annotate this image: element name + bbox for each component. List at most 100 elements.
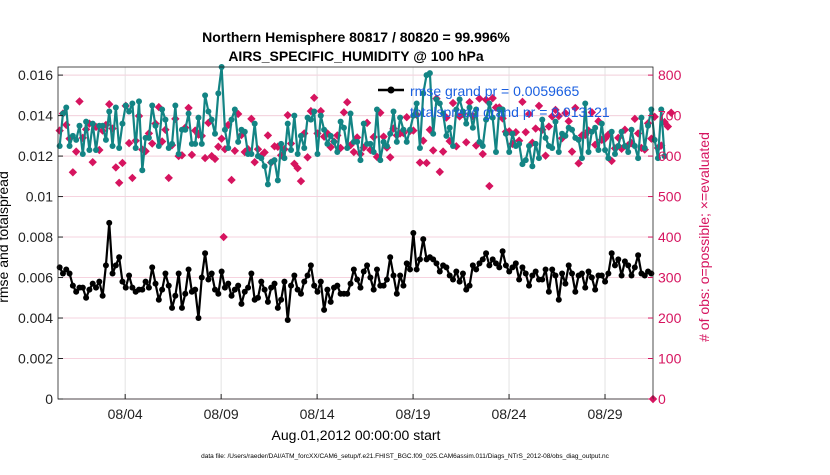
- rmse-point: [264, 298, 271, 305]
- totalspread-point: [615, 142, 622, 149]
- totalspread-point: [555, 149, 562, 156]
- y-right-tick-label: 100: [658, 351, 682, 367]
- obs-count-point: [587, 108, 597, 117]
- rmse-point: [344, 290, 351, 297]
- totalspread-point: [542, 134, 549, 141]
- totalspread-point: [403, 138, 410, 145]
- obs-count-point: [71, 147, 81, 156]
- totalspread-point: [205, 108, 212, 115]
- rmse-point: [327, 298, 334, 305]
- rmse-point: [582, 284, 589, 291]
- obs-count-point: [620, 125, 630, 134]
- totalspread-point: [483, 116, 490, 123]
- obs-count-point: [88, 157, 97, 167]
- rmse-point: [195, 315, 202, 322]
- obs-count-point: [111, 163, 121, 172]
- obs-count-point: [462, 138, 471, 147]
- totalspread-point: [116, 144, 123, 151]
- obs-count-point: [438, 147, 448, 156]
- rmse-point: [73, 288, 80, 295]
- rmse-point: [367, 274, 374, 281]
- totalspread-point: [529, 163, 536, 170]
- rmse-point: [274, 304, 281, 311]
- y-left-tick-label: 0: [45, 391, 53, 407]
- totalspread-point: [387, 130, 394, 137]
- rmse-point: [516, 276, 523, 283]
- rmse-point: [562, 280, 569, 287]
- obs-count-point: [415, 158, 425, 167]
- rmse-point: [139, 286, 146, 293]
- obs-count-point: [547, 112, 557, 121]
- totalspread-point: [407, 126, 414, 133]
- rmse-point: [648, 270, 655, 277]
- rmse-point: [483, 250, 490, 257]
- totalspread-point: [221, 126, 228, 133]
- rmse-point: [231, 286, 238, 293]
- y-left-tick-label: 0.014: [18, 108, 53, 124]
- totalspread-point: [598, 120, 605, 127]
- rmse-point: [175, 270, 182, 277]
- rmse-point: [324, 286, 331, 293]
- totalspread-point: [489, 114, 496, 121]
- totalspread-point: [225, 144, 232, 151]
- totalspread-point: [377, 157, 384, 164]
- totalspread-point: [585, 149, 592, 156]
- obs-count-point: [68, 168, 78, 177]
- totalspread-point: [526, 142, 533, 149]
- legend-totalspread-label: totalspread grand pr = 0.013121: [410, 104, 610, 120]
- obs-count-point: [528, 138, 537, 147]
- obs-count-point: [409, 126, 418, 135]
- rmse-point: [109, 270, 116, 277]
- totalspread-point: [264, 181, 271, 188]
- totalspread-point: [400, 126, 407, 133]
- rmse-point: [621, 258, 628, 265]
- totalspread-point: [212, 130, 219, 137]
- rmse-point: [165, 282, 172, 289]
- totalspread-point: [337, 118, 344, 125]
- obs-count-point: [95, 145, 104, 155]
- rmse-point: [407, 266, 414, 273]
- totalspread-point: [248, 151, 255, 158]
- obs-count-point: [551, 105, 560, 115]
- totalspread-point: [344, 144, 351, 151]
- rmse-point: [241, 288, 248, 295]
- totalspread-point: [251, 120, 258, 127]
- totalspread-point: [582, 100, 589, 107]
- rmse-point: [549, 266, 556, 273]
- totalspread-point: [479, 142, 486, 149]
- rmse-point: [205, 276, 212, 283]
- totalspread-point: [370, 149, 377, 156]
- totalspread-point: [416, 144, 423, 151]
- obs-count-point: [128, 173, 137, 183]
- totalspread-point: [63, 104, 70, 111]
- totalspread-point: [102, 136, 109, 143]
- totalspread-point: [575, 136, 582, 143]
- totalspread-point: [562, 132, 569, 139]
- rmse-point: [499, 248, 506, 255]
- totalspread-point: [648, 106, 655, 113]
- obs-count-point: [362, 118, 372, 128]
- totalspread-point: [76, 122, 83, 129]
- legend: rmse grand pr = 0.0059665 totalspread gr…: [378, 83, 610, 120]
- totalspread-point: [314, 151, 321, 158]
- rmse-point: [149, 264, 156, 271]
- rmse-point: [288, 282, 295, 289]
- y-right-tick-label: 800: [658, 67, 682, 83]
- totalspread-point: [519, 161, 526, 168]
- obs-count-point: [617, 144, 626, 153]
- totalspread-point: [492, 149, 499, 156]
- obs-count-point: [283, 110, 292, 120]
- totalspread-point: [311, 108, 318, 115]
- totalspread-point: [215, 90, 222, 97]
- obs-count-point: [316, 106, 325, 116]
- totalspread-point: [278, 140, 285, 147]
- obs-count-point: [647, 134, 656, 143]
- rmse-point: [304, 272, 311, 279]
- rmse-point: [509, 264, 516, 271]
- totalspread-point: [456, 96, 463, 103]
- totalspread-point: [89, 120, 96, 127]
- y-right-tick-label: 200: [658, 310, 682, 326]
- totalspread-point: [654, 155, 661, 162]
- rmse-point: [565, 262, 572, 269]
- totalspread-point: [112, 104, 119, 111]
